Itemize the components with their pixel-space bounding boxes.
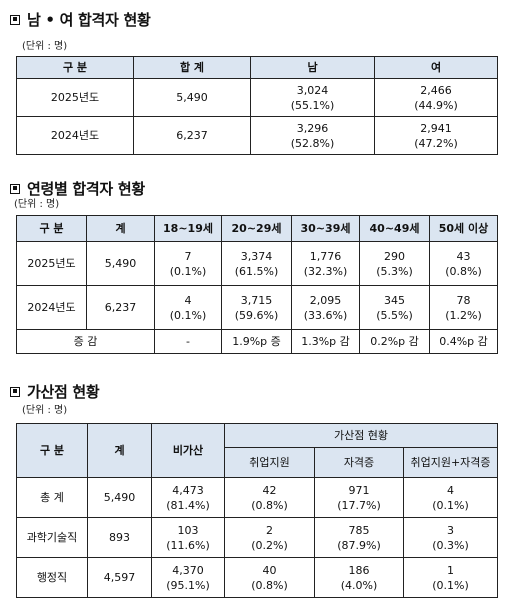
age-header-20-29: 20~29세 <box>221 215 292 242</box>
total-cell: 6,237 <box>133 116 251 155</box>
value-cell: 971 (17.7%) <box>314 477 404 518</box>
table-row: 과학기술직 893 103 (11.6%) 2 (0.2%) 785 (87.9%) … <box>16 517 499 558</box>
value-cell: 40 (0.8%) <box>224 557 315 598</box>
value-cell: 42 (0.8%) <box>224 477 315 518</box>
age-header-category: 구 분 <box>16 215 87 242</box>
bonus-header-no-bonus: 비가산 <box>151 423 225 478</box>
bonus-header-employment: 취업지원 <box>224 447 315 478</box>
value-cell: 78 (1.2%) <box>429 285 498 330</box>
bonus-header-total: 계 <box>87 423 152 478</box>
age-header-30-39: 30~39세 <box>291 215 360 242</box>
bonus-header-certificate: 자격증 <box>314 447 404 478</box>
value-cell: 3 (0.3%) <box>402 517 499 558</box>
value-cell: 4,370 (95.1%) <box>151 557 225 598</box>
value-cell: 1 (0.1%) <box>402 557 499 598</box>
value-cell: 345 (5.5%) <box>359 285 430 330</box>
row-label: 행정직 <box>16 557 88 598</box>
bonus-title-text: 가산점 현황 <box>27 383 100 401</box>
age-table: 구 분 계 18~19세 20~29세 30~39세 40~49세 50세 이상… <box>16 215 498 354</box>
bonus-header-group: 가산점 현황 <box>223 423 499 448</box>
gender-table: 구 분 합 계 남 여 2025년도 5,490 3,024 (55.1%) 2,… <box>16 56 498 155</box>
change-cell: 1.9%p 증 <box>221 329 292 354</box>
age-header-total: 계 <box>86 215 155 242</box>
table-row: 총 계 5,490 4,473 (81.4%) 42 (0.8%) 971 (17.7… <box>16 477 499 518</box>
gender-header-male: 남 <box>250 56 375 79</box>
value-cell: 4 (0.1%) <box>154 285 222 330</box>
change-row: 증 감 - 1.9%p 증 1.3%p 감 0.2%p 감 0.4%p 감 <box>16 329 498 354</box>
age-section-title: 연령별 합격자 현황 <box>10 178 145 199</box>
gender-section-title: 남 • 여 합격자 현황 <box>10 9 151 30</box>
table-row: 2025년도 5,490 7 (0.1%) 3,374 (61.5%) 1,776(… <box>16 241 498 286</box>
value-cell: 2 (0.2%) <box>224 517 315 558</box>
value-cell: 3,374 (61.5%) <box>221 241 292 286</box>
row-label: 2024년도 <box>16 116 134 155</box>
gender-header-total: 합 계 <box>133 56 251 79</box>
gender-title-text: 남 • 여 합격자 현황 <box>27 11 151 29</box>
value-cell: 1,776 (32.3%) <box>291 241 360 286</box>
change-label: 증 감 <box>16 329 155 354</box>
table-row: 2024년도 6,237 3,296 (52.8%) 2,941 (47.2%) <box>16 116 498 155</box>
change-cell: 0.4%p 감 <box>429 329 498 354</box>
row-label: 과학기술직 <box>16 517 88 558</box>
value-cell: 4,473 (81.4%) <box>151 477 225 518</box>
total-cell: 893 <box>87 517 152 558</box>
table-row: 행정직 4,597 4,370 (95.1%) 40 (0.8%) 186 (4.0%… <box>16 557 499 598</box>
square-bullet-icon <box>10 14 20 25</box>
bonus-header-both: 취업지원+자격증 <box>402 447 499 478</box>
bonus-header-category: 구 분 <box>16 423 88 478</box>
row-label: 2025년도 <box>16 78 134 117</box>
total-cell: 6,237 <box>86 285 155 330</box>
row-label: 2024년도 <box>16 285 87 330</box>
male-cell: 3,296 (52.8%) <box>250 116 375 155</box>
age-header-40-49: 40~49세 <box>359 215 430 242</box>
male-cell: 3,024 (55.1%) <box>250 78 375 117</box>
total-cell: 5,490 <box>87 477 152 518</box>
bonus-table: 구 분 계 비가산 가산점 현황 취업지원 자격증 취업지원+자격증 총 계 5… <box>16 423 499 598</box>
value-cell: 7 (0.1%) <box>154 241 222 286</box>
age-header-50-plus: 50세 이상 <box>429 215 498 242</box>
table-row: 2025년도 5,490 3,024 (55.1%) 2,466 (44.9%) <box>16 78 498 117</box>
total-cell: 5,490 <box>86 241 155 286</box>
change-cell: - <box>154 329 222 354</box>
gender-header-category: 구 분 <box>16 56 134 79</box>
value-cell: 2,095 (33.6%) <box>291 285 360 330</box>
female-cell: 2,941 (47.2%) <box>374 116 498 155</box>
row-label: 2025년도 <box>16 241 87 286</box>
value-cell: 186 (4.0%) <box>314 557 404 598</box>
gender-header-female: 여 <box>374 56 498 79</box>
row-label: 총 계 <box>16 477 88 518</box>
value-cell: 103 (11.6%) <box>151 517 225 558</box>
total-cell: 4,597 <box>87 557 152 598</box>
square-bullet-icon <box>10 386 20 397</box>
value-cell: 785 (87.9%) <box>314 517 404 558</box>
change-cell: 0.2%p 감 <box>359 329 430 354</box>
bonus-unit-label: (단위 : 명) <box>22 405 68 416</box>
value-cell: 3,715 (59.6%) <box>221 285 292 330</box>
square-bullet-icon <box>10 183 20 194</box>
total-cell: 5,490 <box>133 78 251 117</box>
change-cell: 1.3%p 감 <box>291 329 360 354</box>
female-cell: 2,466 (44.9%) <box>374 78 498 117</box>
age-unit-label: (단위 : 명) <box>14 199 60 210</box>
gender-unit-label: (단위 : 명) <box>22 41 68 52</box>
bonus-section-title: 가산점 현황 <box>10 381 100 402</box>
value-cell: 290 (5.3%) <box>359 241 430 286</box>
value-cell: 43 (0.8%) <box>429 241 498 286</box>
age-title-text: 연령별 합격자 현황 <box>27 180 145 198</box>
value-cell: 4 (0.1%) <box>402 477 499 518</box>
age-header-18-19: 18~19세 <box>154 215 222 242</box>
table-row: 2024년도 6,237 4 (0.1%) 3,715 (59.6%) 2,095(… <box>16 285 498 330</box>
